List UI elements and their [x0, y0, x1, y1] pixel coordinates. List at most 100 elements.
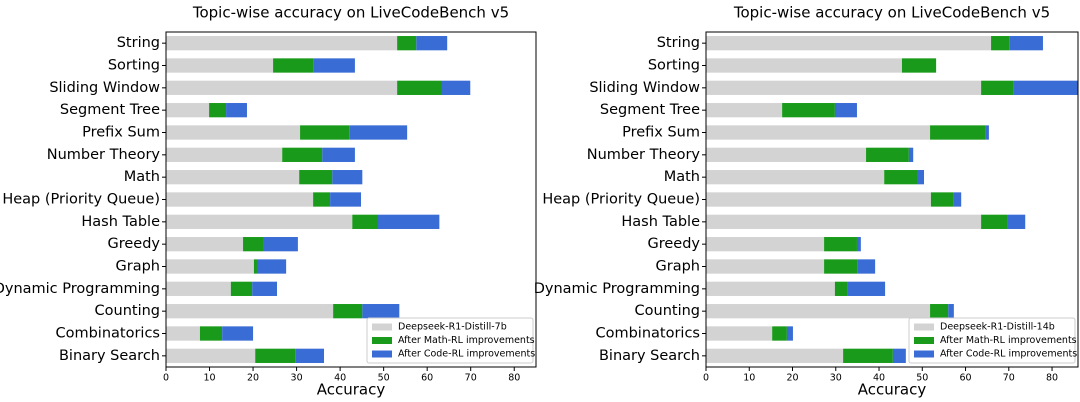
legend: Deepseek-R1-Distill-14b After Math-RL imp…	[908, 317, 1077, 364]
y-tick-label: Dynamic Programming	[534, 281, 700, 297]
bar-segment	[166, 348, 256, 363]
legend-label: After Code-RL improvements	[398, 349, 535, 360]
y-tick-label: String	[117, 35, 160, 51]
bar-segment	[166, 147, 283, 162]
chart-title: Topic-wise accuracy on LiveCodeBench v5	[733, 4, 1050, 22]
bar-segment	[166, 125, 301, 140]
bar-segment	[857, 259, 876, 274]
y-tick-label: Math	[124, 169, 160, 185]
legend: Deepseek-R1-Distill-7b After Math-RL impr…	[366, 317, 535, 364]
bar-segment	[282, 147, 323, 162]
bar-segment	[397, 80, 442, 95]
bar-segment	[772, 326, 787, 341]
bar-segment	[313, 58, 355, 73]
legend-label: After Math-RL improvements	[398, 335, 535, 346]
legend-swatch	[372, 350, 392, 358]
bar-segment	[917, 170, 925, 185]
plot-frame	[705, 31, 1079, 368]
bar-segment	[1007, 214, 1026, 229]
bar-segment	[930, 192, 954, 207]
bar-segment	[843, 348, 893, 363]
y-tick-label: Sorting	[648, 58, 700, 74]
y-tick-label: Binary Search	[59, 348, 160, 364]
legend-label: Deepseek-R1-Distill-14b	[940, 322, 1055, 333]
bar-segment	[834, 103, 857, 118]
y-tick-label: Segment Tree	[60, 102, 160, 118]
y-tick-label: Combinatorics	[55, 326, 160, 342]
bar-segment	[362, 304, 400, 319]
x-tick-label: 20	[786, 373, 798, 384]
bar-segment	[255, 348, 296, 363]
bar-segment	[416, 36, 448, 51]
bar-segment	[901, 58, 937, 73]
bar-segment	[349, 125, 408, 140]
bar-segment	[226, 103, 247, 118]
x-tick-label: 70	[1003, 373, 1015, 384]
bar-segment	[166, 304, 334, 319]
bar-segment	[706, 80, 982, 95]
x-tick-label: 50	[916, 373, 928, 384]
bar-segment	[706, 259, 825, 274]
bar-segment	[892, 348, 906, 363]
bar-segment	[330, 192, 362, 207]
bar-segment	[706, 58, 902, 73]
bar-segment	[166, 80, 398, 95]
x-tick-label: 0	[703, 373, 709, 384]
bar-segment	[230, 281, 253, 296]
bar-segment	[166, 259, 254, 274]
bar-segment	[166, 58, 274, 73]
legend-box	[366, 317, 534, 364]
plot-frame	[165, 31, 537, 368]
bar-segment	[706, 281, 835, 296]
bar-segment	[441, 80, 471, 95]
bar-segment	[706, 36, 992, 51]
bar-segment	[786, 326, 793, 341]
y-tick-label: Greedy	[107, 236, 160, 252]
x-tick-label: 40	[334, 373, 346, 384]
x-tick-label: 50	[378, 373, 390, 384]
bar-segment	[985, 125, 989, 140]
y-tick-label: Sorting	[108, 58, 160, 74]
bar-segment	[377, 214, 440, 229]
bar-segment	[273, 58, 314, 73]
bar-segment	[930, 304, 949, 319]
chart-title: Topic-wise accuracy on LiveCodeBench v5	[192, 4, 509, 22]
bar-segment	[866, 147, 909, 162]
bar-segment	[166, 214, 353, 229]
bar-segment	[209, 103, 227, 118]
bar-segment	[856, 237, 861, 252]
x-tick-label: 60	[959, 373, 971, 384]
bar-segment	[243, 237, 264, 252]
x-tick-label: 40	[873, 373, 885, 384]
y-tick-label: Math	[664, 169, 700, 185]
y-tick-label: Number Theory	[47, 147, 161, 163]
legend-label: After Code-RL improvements	[940, 349, 1077, 360]
y-tick-label: Number Theory	[587, 147, 701, 163]
x-tick-label: 10	[203, 373, 215, 384]
y-tick-label: Segment Tree	[600, 102, 700, 118]
x-tick-label: 80	[1046, 373, 1058, 384]
bar-segment	[166, 192, 314, 207]
bar-segment	[166, 281, 231, 296]
bar-segment	[706, 237, 825, 252]
bar-segment	[953, 192, 962, 207]
y-tick-label: Dynamic Programming	[0, 281, 160, 297]
y-tick-label: Sliding Window	[589, 80, 700, 96]
y-tick-label: Graph	[656, 259, 700, 275]
y-tick-label: String	[657, 35, 700, 51]
bar-segment	[706, 214, 982, 229]
y-tick-label: Hash Table	[81, 214, 160, 230]
bar-segment	[706, 348, 844, 363]
bar-segment	[352, 214, 378, 229]
bar-segment	[930, 125, 986, 140]
bar-segment	[706, 192, 931, 207]
bar-segment	[263, 237, 298, 252]
x-tick-label: 60	[421, 373, 433, 384]
legend-swatch	[372, 323, 392, 331]
bar-segment	[706, 125, 931, 140]
y-tick-label: Heap (Priority Queue)	[2, 192, 160, 208]
y-tick-label: Graph	[116, 259, 160, 275]
bar-segment	[166, 103, 210, 118]
bar-segment	[166, 326, 200, 341]
